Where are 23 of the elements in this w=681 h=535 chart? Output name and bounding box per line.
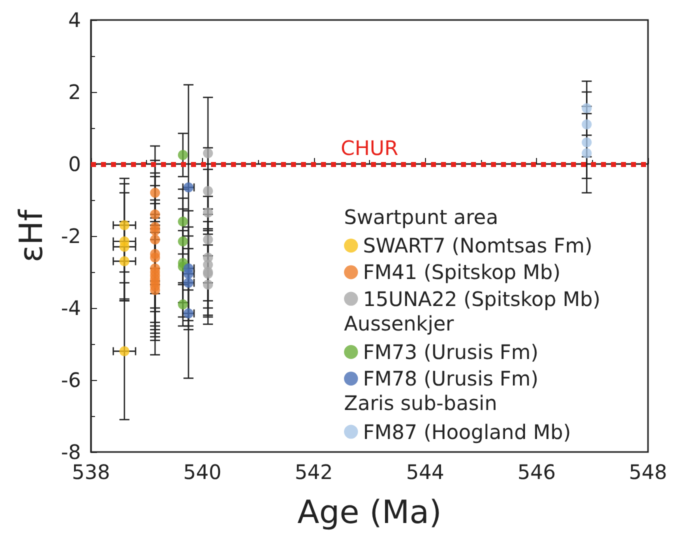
y-tick-label: -2 bbox=[61, 224, 81, 248]
x-tick-label: 546 bbox=[518, 460, 556, 484]
x-tick-label: 540 bbox=[183, 460, 222, 484]
annotation: Zaris sub-basin bbox=[344, 391, 498, 416]
annotation: Aussenkjer bbox=[344, 311, 455, 336]
y-tick-label: -4 bbox=[61, 296, 81, 320]
legend-label: FM73 (Urusis Fm) bbox=[363, 340, 538, 364]
legend-label: SWART7 (Nomtsas Fm) bbox=[363, 234, 592, 258]
x-tick-label: 542 bbox=[294, 460, 333, 484]
x-axis-title: Age (Ma) bbox=[297, 493, 442, 531]
legend-label: FM41 (Spitskop Mb) bbox=[363, 260, 560, 284]
legend-label: FM87 (Hoogland Mb) bbox=[363, 420, 571, 444]
ref-line-label: CHUR bbox=[340, 136, 398, 160]
y-tick-label: 2 bbox=[68, 80, 81, 104]
y-axis-title: εHf bbox=[12, 208, 50, 262]
legend-label: FM78 (Urusis Fm) bbox=[363, 366, 538, 391]
x-tick-label: 548 bbox=[628, 460, 668, 484]
x-tick-label: 544 bbox=[406, 460, 444, 484]
y-tick-label: -6 bbox=[61, 368, 81, 392]
y-tick-label: 0 bbox=[68, 152, 81, 176]
legend-label: 15UNA22 (Spitskop Mb) bbox=[363, 286, 600, 311]
y-tick-label: 4 bbox=[68, 8, 81, 32]
annotation: Swartpunt area bbox=[344, 205, 498, 229]
